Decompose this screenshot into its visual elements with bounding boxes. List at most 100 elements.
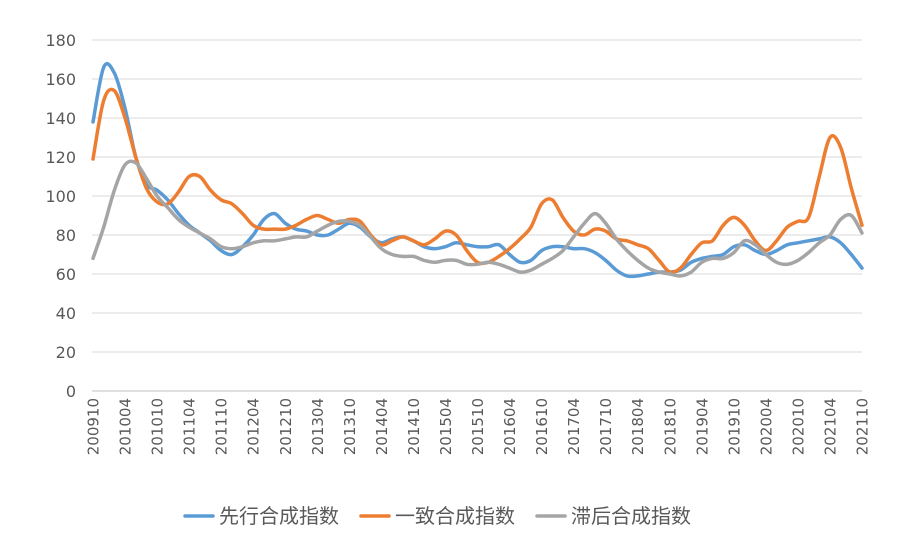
data-point	[123, 116, 127, 120]
data-point	[198, 231, 202, 235]
data-point	[177, 190, 181, 194]
data-point	[753, 249, 757, 253]
data-point	[529, 225, 533, 229]
data-point	[721, 257, 725, 261]
data-point	[657, 270, 661, 274]
data-point	[572, 235, 576, 239]
gridlines	[92, 39, 862, 353]
x-tick-label: 201204	[245, 398, 263, 455]
data-point	[775, 261, 779, 265]
data-point	[860, 231, 864, 235]
data-point	[465, 263, 469, 267]
data-point	[497, 263, 501, 267]
y-tick-label: 80	[56, 226, 76, 245]
x-tick-label: 201504	[437, 398, 455, 455]
data-point	[145, 177, 149, 181]
data-point	[177, 212, 181, 216]
legend-item-leading: 先行合成指数	[183, 504, 339, 528]
y-tick-label: 0	[66, 382, 76, 401]
data-point	[465, 249, 469, 253]
data-point	[775, 249, 779, 253]
data-point	[444, 245, 448, 249]
data-point	[348, 220, 352, 224]
data-point	[209, 237, 213, 241]
data-point	[732, 216, 736, 220]
data-point	[572, 229, 576, 233]
x-tick-label: 201510	[469, 398, 487, 455]
y-tick-label: 120	[45, 148, 76, 167]
data-point	[219, 245, 223, 249]
data-point	[625, 249, 629, 253]
data-point	[433, 247, 437, 251]
data-point	[486, 245, 490, 249]
data-point	[251, 224, 255, 228]
data-point	[700, 241, 704, 245]
data-point	[839, 218, 843, 222]
data-point	[711, 257, 715, 261]
data-point	[390, 239, 394, 243]
data-point	[134, 155, 138, 159]
data-point	[529, 268, 533, 272]
data-point	[219, 198, 223, 202]
data-point	[732, 245, 736, 249]
data-point	[166, 206, 170, 210]
data-point	[294, 235, 298, 239]
series-lines	[91, 62, 864, 279]
data-point	[401, 255, 405, 259]
data-point	[422, 243, 426, 247]
y-tick-label: 100	[45, 187, 76, 206]
data-point	[679, 266, 683, 270]
data-point	[807, 239, 811, 243]
data-point	[721, 253, 725, 257]
data-point	[508, 247, 512, 251]
data-point	[102, 225, 106, 229]
x-tick-label: 201104	[181, 398, 199, 455]
data-point	[401, 235, 405, 239]
x-tick-label: 200910	[85, 398, 103, 455]
series-leading	[91, 62, 864, 279]
data-point	[305, 218, 309, 222]
data-point	[732, 251, 736, 255]
data-point	[689, 261, 693, 265]
data-point	[604, 222, 608, 226]
data-point	[337, 220, 341, 224]
data-point	[860, 224, 864, 228]
data-point	[561, 249, 565, 253]
data-point	[668, 272, 672, 276]
data-point	[636, 243, 640, 247]
data-point	[518, 261, 522, 265]
data-point	[113, 188, 117, 192]
data-point	[305, 229, 309, 233]
data-point	[657, 259, 661, 263]
data-point	[828, 136, 832, 140]
data-point	[91, 157, 95, 161]
data-point	[508, 253, 512, 257]
data-point	[326, 224, 330, 228]
data-point	[839, 241, 843, 245]
data-point	[828, 233, 832, 237]
data-point	[284, 237, 288, 241]
legend-label-lagging: 滞后合成指数	[571, 504, 691, 528]
data-point	[583, 222, 587, 226]
x-tick-label: 201310	[341, 398, 359, 455]
data-point	[775, 239, 779, 243]
data-point	[583, 247, 587, 251]
data-point	[818, 241, 822, 245]
data-point	[593, 212, 597, 216]
y-tick-label: 40	[56, 304, 76, 323]
data-point	[593, 251, 597, 255]
series-line-coincident	[91, 87, 864, 275]
data-point	[796, 220, 800, 224]
data-point	[625, 274, 629, 278]
data-point	[679, 274, 683, 278]
data-point	[251, 233, 255, 237]
data-point	[337, 227, 341, 231]
x-tick-label: 201710	[597, 398, 615, 455]
data-point	[187, 225, 191, 229]
data-point	[551, 257, 555, 261]
data-point	[807, 251, 811, 255]
data-point	[369, 235, 373, 239]
x-tick-label: 201610	[533, 398, 551, 455]
data-point	[785, 225, 789, 229]
